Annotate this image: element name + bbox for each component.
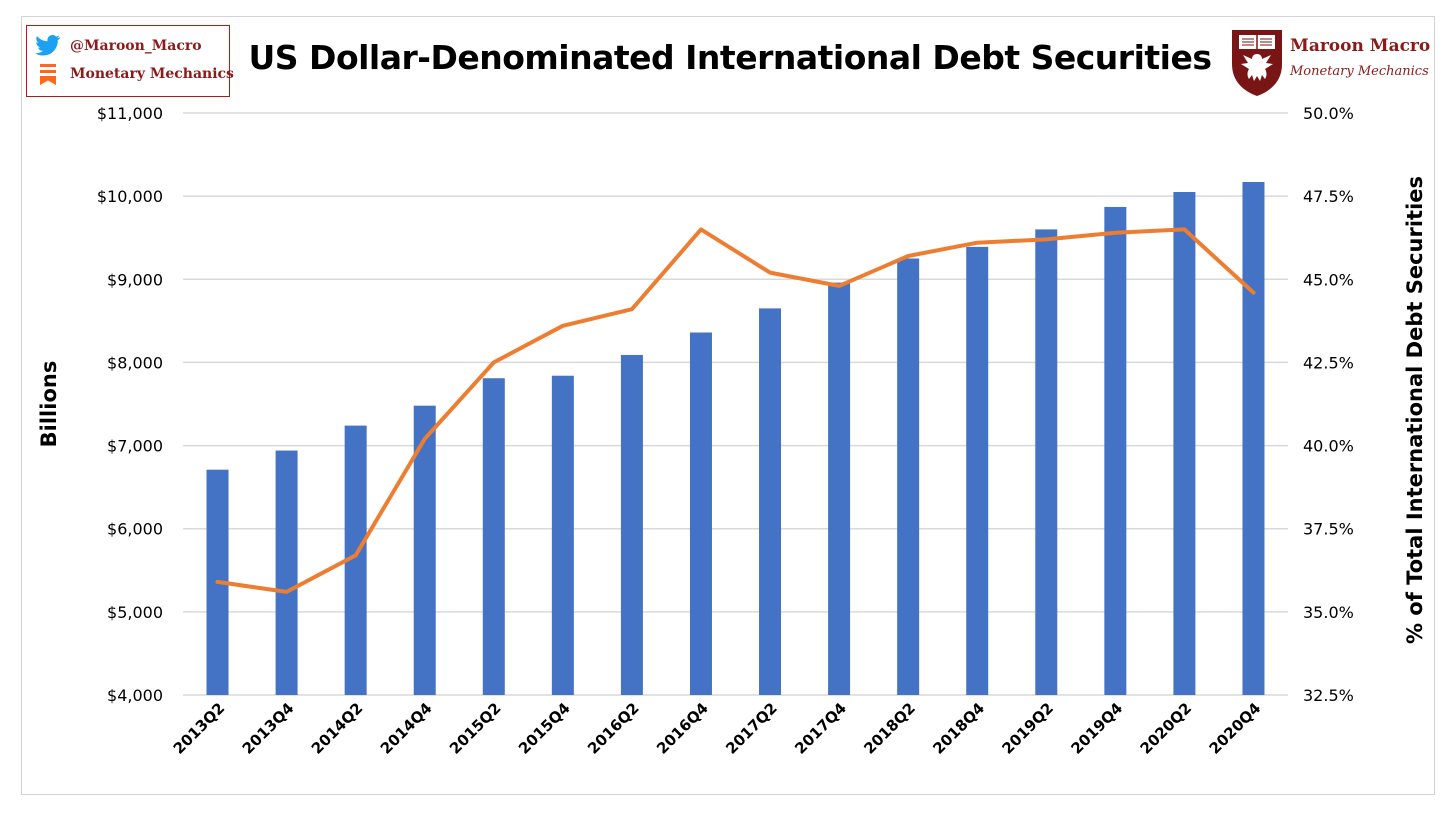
substack-row[interactable]: Monetary Mechanics: [35, 63, 234, 85]
y-tick-label: $11,000: [97, 104, 163, 123]
chart-frame: [21, 16, 1435, 795]
x-tick-label: 2016Q4: [653, 699, 712, 758]
x-tick-label: 2020Q4: [1206, 699, 1265, 758]
x-tick-label: 2020Q2: [1137, 699, 1196, 758]
bar: [1242, 182, 1265, 696]
x-tick-label: 2014Q4: [377, 699, 436, 758]
bar: [1173, 191, 1196, 695]
x-tick-label: 2014Q2: [308, 699, 367, 758]
x-tick-label: 2015Q4: [515, 699, 574, 758]
bar: [689, 332, 712, 695]
x-tick-label: 2013Q4: [239, 699, 298, 758]
twitter-bird-icon: [35, 35, 61, 56]
y2-tick-label: 50.0%: [1303, 104, 1354, 123]
substack-icon: [40, 64, 56, 85]
pct-line: [215, 227, 1256, 594]
brand-subtitle: Monetary Mechanics: [1290, 64, 1429, 79]
y-tick-label: $4,000: [107, 686, 163, 705]
right-axis-ticks: 32.5% 35.0% 37.5% 40.0% 42.5% 45.0% 47.5% 50.0%: [1303, 104, 1354, 705]
y2-tick-label: 45.0%: [1303, 270, 1354, 289]
y2-tick-label: 42.5%: [1303, 353, 1354, 372]
bar: [620, 354, 643, 695]
x-axis-ticks: 2013Q2 2013Q4 2014Q2 2014Q4 2015Q2 2015Q4 2016…: [170, 699, 1265, 758]
chart-title: US Dollar-Denominated International Debt…: [248, 38, 1213, 77]
brand-name: Maroon Macro: [1290, 36, 1431, 56]
y2-tick-label: 32.5%: [1303, 686, 1354, 705]
bar: [1035, 229, 1058, 695]
bar: [551, 375, 574, 695]
substack-name: Monetary Mechanics: [70, 66, 234, 82]
y-tick-label: $6,000: [107, 520, 163, 539]
x-tick-label: 2015Q2: [446, 699, 505, 758]
bar: [897, 258, 920, 695]
y-tick-label: $8,000: [107, 353, 163, 372]
y2-tick-label: 35.0%: [1303, 603, 1354, 622]
y2-axis-label: % of Total International Debt Securities: [1403, 176, 1427, 644]
x-tick-label: 2017Q2: [722, 699, 781, 758]
x-tick-label: 2019Q2: [998, 699, 1057, 758]
y-tick-label: $10,000: [97, 187, 163, 206]
university-seal-icon: [1232, 30, 1282, 96]
x-tick-label: 2018Q4: [929, 699, 988, 758]
bar: [344, 425, 367, 695]
brand-logo: Maroon Macro Monetary Mechanics: [1230, 28, 1440, 98]
gridlines: [183, 112, 1288, 696]
bar: [828, 282, 851, 695]
bar-series: [206, 182, 1265, 696]
y-tick-label: $7,000: [107, 437, 163, 456]
bar: [1104, 206, 1127, 696]
y2-tick-label: 40.0%: [1303, 437, 1354, 456]
y-tick-label: $9,000: [107, 270, 163, 289]
bar: [759, 308, 782, 695]
y2-tick-label: 47.5%: [1303, 187, 1354, 206]
social-badge: @Maroon_Macro Monetary Mechanics: [26, 25, 234, 97]
left-axis-ticks: $4,000 $5,000 $6,000 $7,000 $8,000 $9,000 $10,…: [97, 104, 163, 705]
bar: [275, 450, 298, 695]
bar: [482, 378, 505, 695]
twitter-handle: @Maroon_Macro: [70, 37, 202, 54]
x-tick-label: 2018Q2: [860, 699, 919, 758]
x-tick-label: 2013Q2: [170, 699, 229, 758]
x-tick-label: 2016Q2: [584, 699, 643, 758]
x-tick-label: 2019Q4: [1068, 699, 1127, 758]
bar: [413, 405, 436, 695]
y-axis-label: Billions: [37, 361, 61, 448]
x-tick-label: 2017Q4: [791, 699, 850, 758]
y2-tick-label: 37.5%: [1303, 520, 1354, 539]
line-series: [215, 227, 1256, 594]
y-tick-label: $5,000: [107, 603, 163, 622]
twitter-row[interactable]: @Maroon_Macro: [35, 35, 202, 56]
bar: [966, 246, 989, 696]
